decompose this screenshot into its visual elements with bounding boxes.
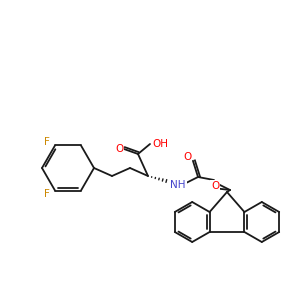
Text: OH: OH	[152, 139, 168, 149]
Text: NH: NH	[170, 180, 186, 190]
Text: O: O	[115, 144, 123, 154]
Text: F: F	[44, 188, 50, 199]
Text: O: O	[183, 152, 191, 162]
Text: F: F	[44, 137, 50, 148]
Text: O: O	[211, 181, 219, 191]
